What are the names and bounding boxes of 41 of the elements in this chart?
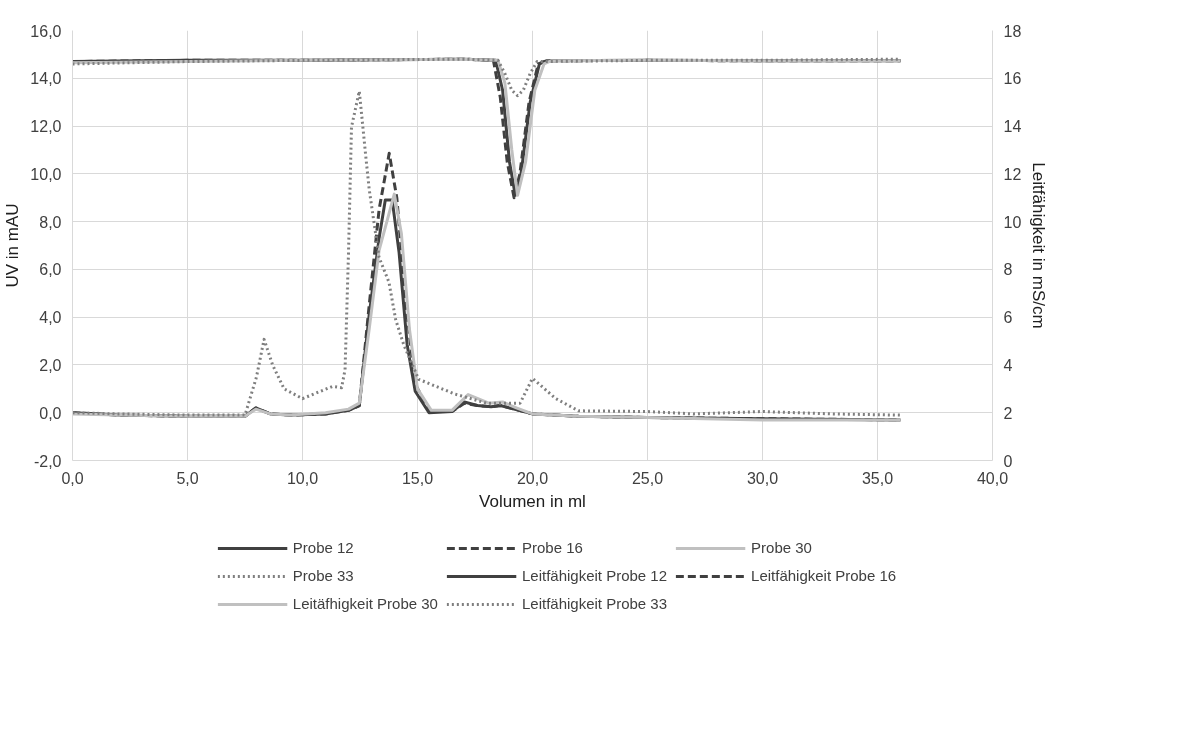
y-tick-label: 8,0 [39,213,62,231]
y2-axis-title: Leitfähigkeit in mS/cm [1029,162,1049,329]
y2-tick-label: 16 [1003,70,1022,88]
y-tick-label: 16,0 [30,22,62,40]
y-tick-label: -2,0 [33,452,62,470]
y-axis-title: UV in mAU [3,203,23,288]
x-tick-label: 25,0 [631,469,664,487]
y-tick-label: 10,0 [30,165,62,183]
legend-label: Probe 33 [292,567,354,584]
y2-tick-label: 4 [1003,356,1013,374]
x-tick-label: 5,0 [176,469,199,487]
x-tick-label: 20,0 [516,469,549,487]
y2-tick-label: 18 [1003,22,1022,40]
legend-label: Probe 30 [751,539,812,556]
y-tick-label: 6,0 [39,261,62,279]
legend-label: Leitfähigkeit Probe 16 [751,567,897,584]
x-axis-title: Volumen in ml [479,491,586,511]
x-tick-label: 0,0 [61,469,84,487]
x-tick-label: 30,0 [746,469,779,487]
legend-label: Leitäfhigkeit Probe 30 [292,595,438,612]
x-tick-label: 35,0 [861,469,894,487]
x-tick-label: 15,0 [401,469,434,487]
y2-tick-label: 0 [1003,452,1013,470]
x-tick-label: 40,0 [976,469,1009,487]
y-tick-label: 14,0 [30,70,62,88]
y2-tick-label: 14 [1003,118,1022,136]
y2-tick-label: 10 [1003,213,1022,231]
legend-label: Leitfähigkeit Probe 12 [521,567,668,584]
y-tick-label: 0,0 [39,404,62,422]
legend-label: Probe 12 [292,539,354,556]
y-tick-label: 2,0 [39,356,62,374]
y2-tick-label: 8 [1003,261,1013,279]
y2-tick-label: 12 [1003,165,1022,183]
legend-label: Probe 16 [521,539,583,556]
y2-tick-label: 2 [1003,404,1013,422]
x-tick-label: 10,0 [286,469,319,487]
legend-label: Leitfähigkeit Probe 33 [521,595,668,612]
line-series [72,89,902,417]
y2-tick-label: 6 [1003,309,1013,327]
y-tick-label: 4,0 [39,309,62,327]
y-tick-label: 12,0 [30,118,62,136]
